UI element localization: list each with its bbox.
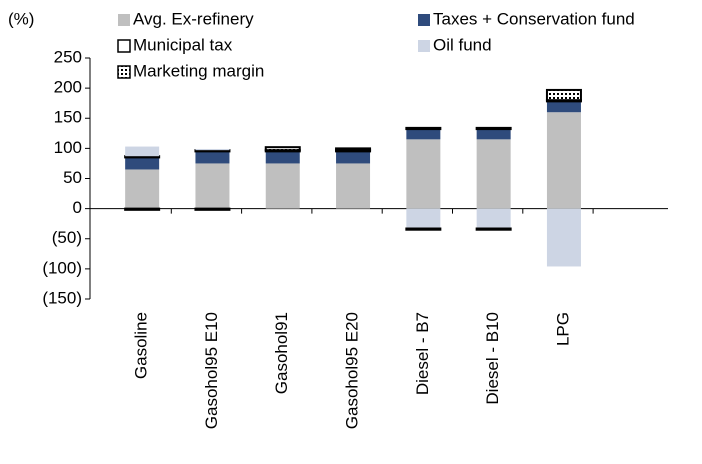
bar-segment	[195, 148, 230, 151]
bar-segment	[265, 163, 300, 209]
x-tick-label: LPG	[553, 312, 572, 346]
bar-segment	[264, 146, 301, 152]
bar-segment	[406, 139, 441, 209]
x-tick-label: Gasohol95 E10	[202, 312, 221, 429]
bar-segment	[194, 207, 231, 211]
bar-segment	[125, 157, 160, 170]
x-tick-label: Gasohol91	[272, 312, 291, 394]
bar-segment	[265, 151, 300, 164]
x-tick-label: Gasoline	[132, 312, 151, 379]
legend-swatch	[118, 14, 130, 26]
bar-segment	[195, 163, 230, 209]
legend-label: Avg. Ex-refinery	[133, 9, 254, 28]
bar-segment	[336, 151, 371, 164]
bar-segment	[405, 126, 442, 131]
bar-segment	[476, 139, 511, 209]
bar-segment	[125, 169, 160, 209]
bar-segment	[124, 207, 161, 211]
bar-segment	[125, 146, 160, 157]
bar-segment	[475, 126, 512, 131]
legend-swatch	[418, 14, 430, 26]
bar-segment	[406, 129, 441, 140]
bar-segment	[124, 155, 161, 159]
bar-segment	[476, 208, 511, 229]
legend-label: Municipal tax	[133, 35, 233, 54]
y-tick-label: 150	[54, 108, 82, 127]
bar-segment	[405, 227, 442, 231]
x-tick-label: Diesel - B10	[483, 312, 502, 405]
bar-segment	[546, 112, 581, 209]
legend-label: Taxes + Conservation fund	[433, 9, 635, 28]
y-tick-label: 100	[54, 138, 82, 157]
bar-segment	[195, 151, 230, 164]
legend-swatch	[117, 39, 131, 53]
y-axis-label: (%)	[8, 9, 34, 28]
bar-segment	[476, 129, 511, 140]
y-tick-label: (100)	[42, 258, 82, 277]
legend-label: Oil fund	[433, 35, 492, 54]
x-tick-label: Gasohol95 E20	[343, 312, 362, 429]
bar-segment	[545, 88, 582, 102]
bar-segment	[335, 147, 372, 152]
x-tick-label: Diesel - B7	[413, 312, 432, 395]
bar-segment	[406, 208, 441, 229]
bar-segment	[194, 149, 231, 153]
legend-swatch	[117, 65, 131, 79]
bar-segment	[546, 208, 581, 267]
y-tick-label: (150)	[42, 288, 82, 307]
bar-segment	[475, 227, 512, 231]
legend-label: Marketing margin	[133, 61, 264, 80]
legend-swatch	[418, 40, 430, 52]
y-tick-label: 200	[54, 78, 82, 97]
y-tick-label: 50	[63, 168, 82, 187]
y-tick-label: 0	[73, 198, 82, 217]
bar-segment	[546, 101, 581, 113]
y-tick-label: (50)	[52, 228, 82, 247]
y-tick-label: 250	[54, 47, 82, 66]
bar-segment	[336, 163, 371, 209]
